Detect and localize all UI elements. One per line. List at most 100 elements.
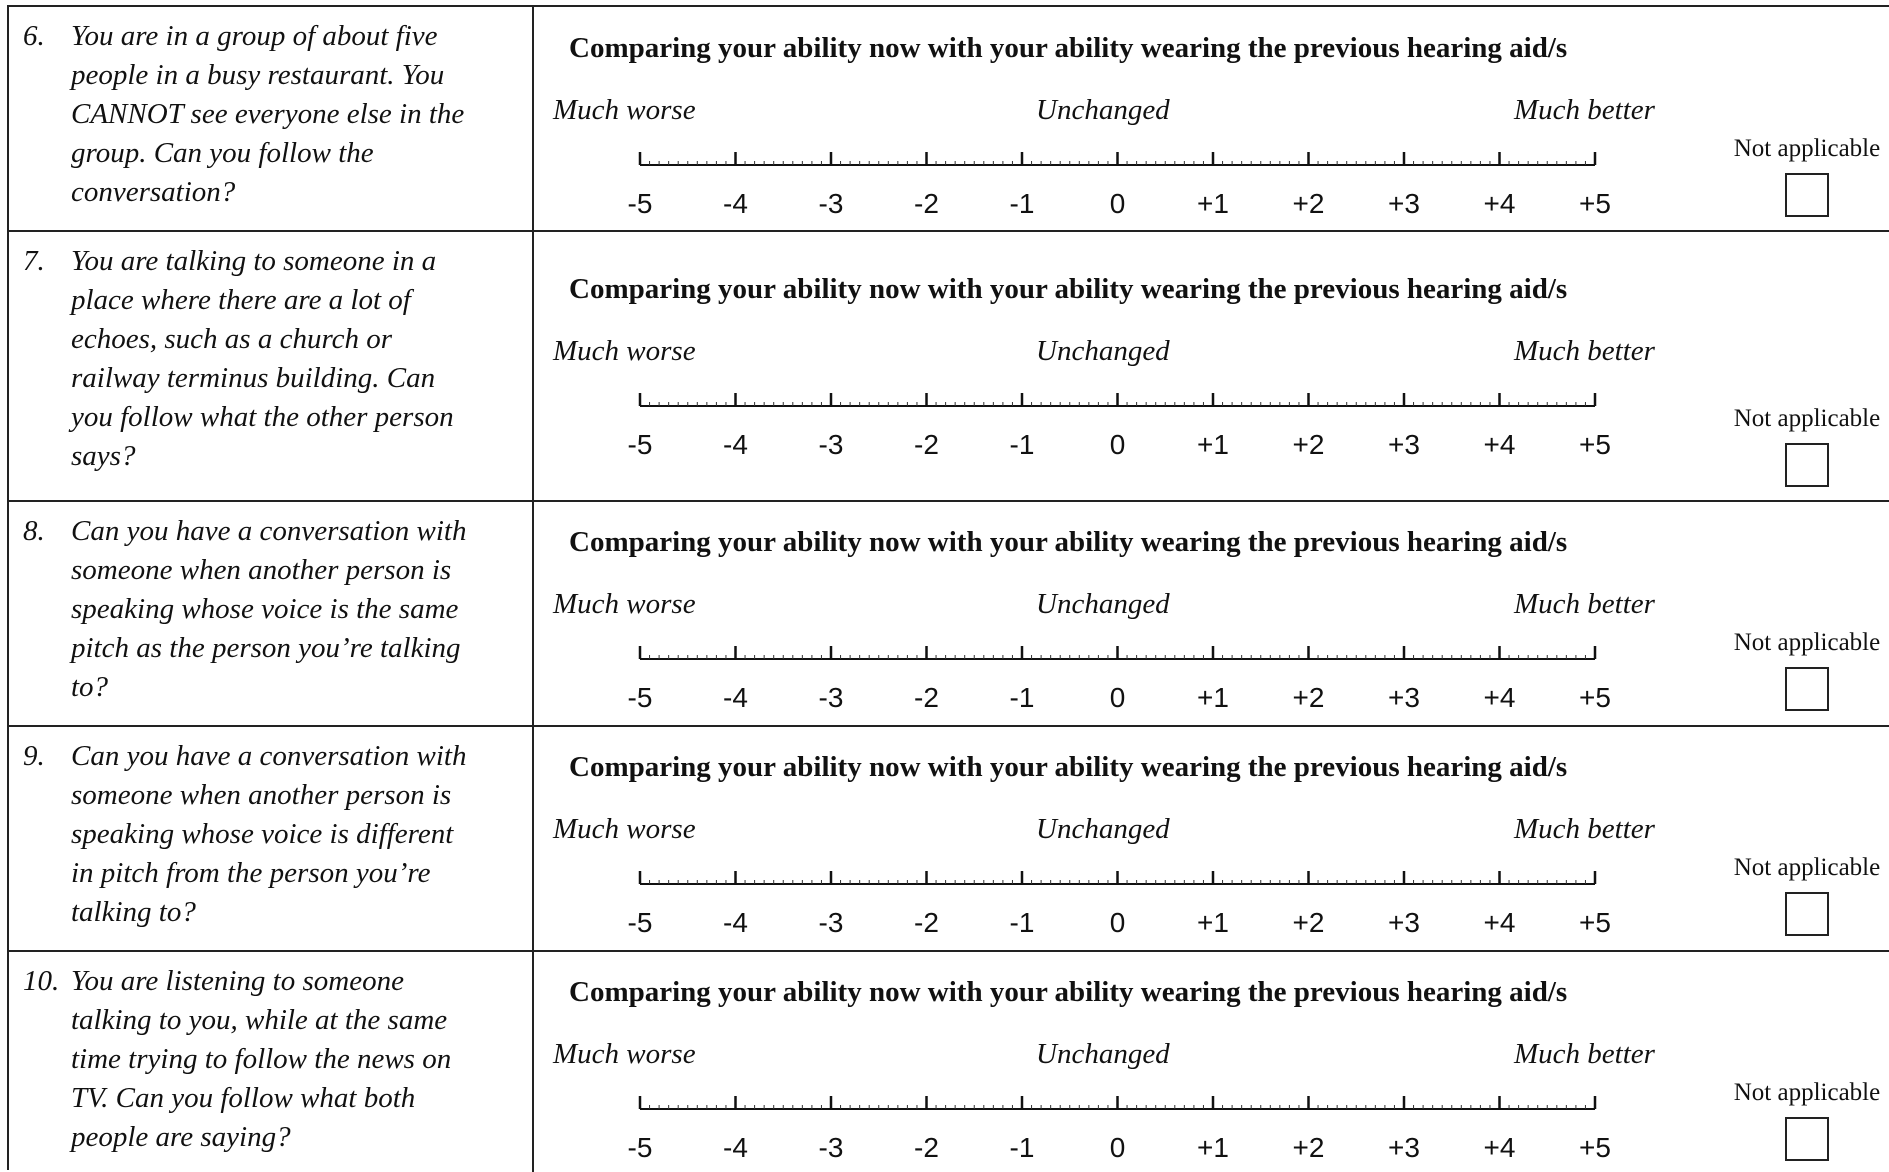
scale-tick-label: -3 (818, 429, 844, 460)
anchor-much-better: Much better (1514, 588, 1655, 620)
scale-title: Comparing your ability now with your abi… (569, 32, 1568, 64)
scale-tick-label: -3 (818, 188, 844, 219)
anchor-much-worse: Much worse (553, 1038, 696, 1070)
question-number: 6. (23, 20, 45, 52)
scale-tick-label: -4 (723, 429, 748, 460)
rating-scale-line[interactable] (629, 641, 1609, 665)
scale-tick-label: -4 (723, 682, 748, 713)
scale-tick-label: -1 (1009, 429, 1035, 460)
scale-tick-label: -1 (1009, 1132, 1035, 1163)
scale-tick-label: -5 (627, 188, 653, 219)
question-number: 9. (23, 740, 45, 772)
question-cell: 6. You are in a group of about five peop… (9, 7, 534, 230)
anchor-unchanged: Unchanged (1036, 813, 1170, 845)
not-applicable-label: Not applicable (1733, 629, 1881, 656)
scale-tick-label: +4 (1483, 188, 1516, 219)
scale-tick-label: +3 (1388, 429, 1420, 460)
scale-title: Comparing your ability now with your abi… (569, 751, 1568, 783)
scale-tick-label: +1 (1197, 188, 1229, 219)
scale-tick-label: +3 (1388, 682, 1420, 713)
anchor-unchanged: Unchanged (1036, 588, 1170, 620)
scale-tick-label: +5 (1579, 907, 1611, 938)
scale-tick-label: -2 (914, 1132, 939, 1163)
rating-scale-line[interactable] (629, 147, 1609, 171)
scale-tick-label: -4 (723, 188, 748, 219)
scale-tick-label: -5 (627, 1132, 653, 1163)
scale-tick-label: -5 (627, 907, 653, 938)
scale-tick-label: +1 (1197, 429, 1229, 460)
rating-scale-line[interactable] (629, 866, 1609, 890)
anchor-much-better: Much better (1514, 1038, 1655, 1070)
scale-tick-label: +1 (1197, 907, 1229, 938)
question-cell: 7. You are talking to someone in a place… (9, 232, 534, 500)
scale-tick-label: +4 (1483, 682, 1516, 713)
scale-tick-label: +3 (1388, 1132, 1420, 1163)
scale-tick-label: +2 (1292, 1132, 1325, 1163)
anchor-much-worse: Much worse (553, 813, 696, 845)
scale-tick-label: +2 (1292, 429, 1325, 460)
scale-tick-label: 0 (1109, 188, 1126, 219)
question-text: You are in a group of about five people … (71, 20, 465, 208)
question-cell: 9. Can you have a conversation with some… (9, 727, 534, 950)
not-applicable-checkbox[interactable] (1785, 443, 1829, 487)
anchor-much-worse: Much worse (553, 588, 696, 620)
not-applicable-label: Not applicable (1733, 135, 1881, 162)
anchor-unchanged: Unchanged (1036, 94, 1170, 126)
question-cell: 8. Can you have a conversation with some… (9, 502, 534, 725)
not-applicable-checkbox[interactable] (1785, 1117, 1829, 1161)
question-row-8: 8. Can you have a conversation with some… (9, 502, 1889, 727)
anchor-unchanged: Unchanged (1036, 1038, 1170, 1070)
not-applicable-checkbox[interactable] (1785, 173, 1829, 217)
scale-tick-label: -1 (1009, 907, 1035, 938)
scale-tick-label: -3 (818, 1132, 844, 1163)
question-cell: 10. You are listening to someone talking… (9, 952, 534, 1172)
anchor-much-better: Much better (1514, 813, 1655, 845)
anchor-much-worse: Much worse (553, 335, 696, 367)
scale-tick-label: +5 (1579, 682, 1611, 713)
scale-tick-label: -5 (627, 429, 653, 460)
rating-scale-line[interactable] (629, 388, 1609, 412)
scale-tick-label: -1 (1009, 682, 1035, 713)
scale-tick-label: +4 (1483, 1132, 1516, 1163)
scale-tick-label: -3 (818, 682, 844, 713)
scale-tick-label: 0 (1109, 682, 1126, 713)
scale-tick-label: +5 (1579, 188, 1611, 219)
scale-tick-label: +1 (1197, 1132, 1229, 1163)
anchor-much-worse: Much worse (553, 94, 696, 126)
scale-tick-label: +2 (1292, 907, 1325, 938)
scale-tick-label: +5 (1579, 1132, 1611, 1163)
not-applicable-label: Not applicable (1733, 1079, 1881, 1106)
scale-tick-label: -1 (1009, 188, 1035, 219)
scale-tick-label: -2 (914, 682, 939, 713)
anchor-much-better: Much better (1514, 335, 1655, 367)
scale-tick-label: +2 (1292, 188, 1325, 219)
scale-tick-label: +1 (1197, 682, 1229, 713)
question-number: 10. (23, 965, 60, 997)
scale-tick-label: -2 (914, 188, 939, 219)
anchor-much-better: Much better (1514, 94, 1655, 126)
question-row-7: 7. You are talking to someone in a place… (9, 232, 1889, 502)
scale-tick-label: 0 (1109, 1132, 1126, 1163)
scale-tick-label: -4 (723, 1132, 748, 1163)
scale-title: Comparing your ability now with your abi… (569, 273, 1568, 305)
scale-tick-label: +4 (1483, 907, 1516, 938)
anchor-unchanged: Unchanged (1036, 335, 1170, 367)
not-applicable-label: Not applicable (1733, 854, 1881, 881)
scale-title: Comparing your ability now with your abi… (569, 976, 1568, 1008)
scale-tick-label: -5 (627, 682, 653, 713)
scale-tick-label: +5 (1579, 429, 1611, 460)
questionnaire-form: 6. You are in a group of about five peop… (7, 5, 1889, 1172)
not-applicable-checkbox[interactable] (1785, 667, 1829, 711)
scale-tick-label: +3 (1388, 907, 1420, 938)
scale-tick-label: +2 (1292, 682, 1325, 713)
question-number: 8. (23, 515, 45, 547)
scale-tick-label: -2 (914, 429, 939, 460)
question-text: Can you have a conversation with someone… (71, 515, 467, 703)
question-number: 7. (23, 245, 45, 277)
scale-tick-label: +3 (1388, 188, 1420, 219)
scale-tick-label: +4 (1483, 429, 1516, 460)
question-row-10: 10. You are listening to someone talking… (9, 952, 1889, 1172)
question-text: You are talking to someone in a place wh… (71, 245, 454, 472)
not-applicable-checkbox[interactable] (1785, 892, 1829, 936)
rating-scale-line[interactable] (629, 1091, 1609, 1115)
